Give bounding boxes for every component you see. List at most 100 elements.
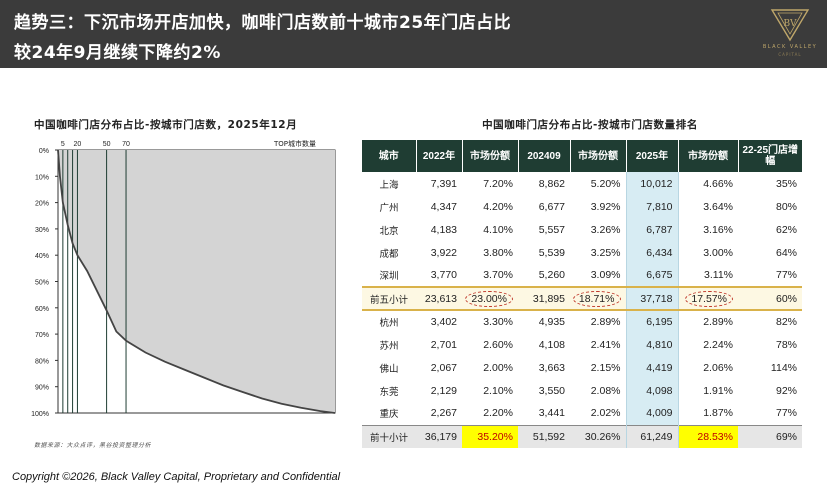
table-cell: 3,550 bbox=[538, 384, 565, 397]
table-header-row: 城市 2022年 市场份额 202409 市场份额 2025年 市场份额 22-… bbox=[362, 140, 802, 172]
table-cell: 5,260 bbox=[538, 269, 565, 281]
table-cell: 10,012 bbox=[625, 172, 679, 195]
table-row: 重庆 2,267 2.20% 3,441 2.02% 4,009 1.87% 77% bbox=[362, 402, 802, 425]
table-cell: 2.08% bbox=[590, 384, 621, 397]
table-cell: 3.11% bbox=[704, 269, 733, 281]
city-name-cell: 苏州 bbox=[379, 340, 399, 352]
city-name-cell: 上海 bbox=[379, 179, 399, 191]
x-tick-label: 50 bbox=[103, 141, 111, 148]
table-cell: 3.30% bbox=[483, 316, 513, 328]
col-header-share-202409: 市场份额 bbox=[570, 140, 627, 172]
table-cell: 82% bbox=[775, 316, 797, 328]
table-row: 杭州 3,402 3.30% 4,935 2.89% 6,195 2.89% 82% bbox=[362, 310, 802, 333]
logo-subtext: CAPITAL bbox=[778, 52, 802, 57]
table-row: 上海 7,391 7.20% 8,862 5.20% 10,012 4.66% 35% bbox=[362, 172, 802, 195]
table-cell: 8,862 bbox=[538, 177, 565, 190]
table-cell: 3,441 bbox=[538, 407, 565, 420]
y-tick-label: 30% bbox=[35, 227, 49, 234]
city-name-cell: 成都 bbox=[379, 248, 399, 260]
shaded-area bbox=[58, 150, 335, 413]
table-cell: 6,675 bbox=[625, 264, 679, 287]
table-cell: 1.87% bbox=[703, 407, 733, 420]
y-tick-label: 100% bbox=[31, 411, 49, 418]
col-header-share-2025: 市场份额 bbox=[678, 140, 739, 172]
table-cell: 4,098 bbox=[625, 379, 679, 402]
table-cell: 2.20% bbox=[483, 407, 513, 420]
table-cell: 92% bbox=[775, 384, 797, 397]
table-cell: 4,419 bbox=[625, 356, 679, 379]
table-cell: 7,810 bbox=[625, 195, 679, 218]
circled-share-value: 17.57% bbox=[685, 290, 733, 307]
table-cell: 2.60% bbox=[483, 338, 513, 351]
table-cell: 3.92% bbox=[590, 200, 621, 213]
table-cell: 18.71% bbox=[570, 286, 626, 311]
table-cell: 69% bbox=[738, 424, 802, 448]
table-cell: 2.15% bbox=[590, 361, 621, 374]
subtotal-top10-row: 前十小计 36,179 35.20% 51,592 30.26% 61,249 28.53%… bbox=[362, 424, 802, 448]
title-line-1: 趋势三：下沉市场开店加快，咖啡门店数前十城市25年门店占比 bbox=[14, 13, 512, 33]
table-cell: 28.53% bbox=[678, 424, 738, 448]
table-cell: 4.66% bbox=[703, 177, 733, 190]
table-cell: 2,267 bbox=[430, 407, 457, 420]
table-cell: 2.10% bbox=[483, 384, 513, 397]
table-cell: 1.91% bbox=[703, 384, 733, 397]
table-cell: 3.09% bbox=[590, 269, 621, 281]
circled-share-value: 23.00% bbox=[465, 290, 513, 307]
table-cell: 3.64% bbox=[703, 200, 733, 213]
table-row: 苏州 2,701 2.60% 4,108 2.41% 4,810 2.24% 78% bbox=[362, 333, 802, 356]
table-cell: 30.26% bbox=[570, 424, 626, 448]
table-cell: 4.20% bbox=[483, 200, 513, 213]
city-name-cell: 佛山 bbox=[379, 363, 399, 375]
table-cell: 3.70% bbox=[483, 269, 513, 281]
series-line bbox=[57, 149, 336, 414]
table-cell: 4,935 bbox=[538, 316, 565, 328]
table-cell: 4,009 bbox=[625, 402, 679, 425]
table-row: 广州 4,347 4.20% 6,677 3.92% 7,810 3.64% 80% bbox=[362, 195, 802, 218]
city-name-cell: 前五小计 bbox=[362, 286, 416, 311]
table-cell: 51,592 bbox=[518, 424, 570, 448]
table-cell: 35% bbox=[775, 177, 797, 190]
table-cell: 62% bbox=[775, 223, 797, 236]
table-cell: 7.20% bbox=[483, 177, 513, 190]
table-cell: 4.10% bbox=[483, 223, 513, 236]
table-cell: 78% bbox=[775, 338, 797, 351]
table-cell: 2,701 bbox=[430, 338, 457, 351]
table-cell: 35.20% bbox=[462, 424, 518, 448]
copyright-footer: Copyright ©2026, Black Valley Capital, P… bbox=[12, 471, 341, 483]
y-tick-label: 0% bbox=[39, 148, 49, 155]
table-cell: 80% bbox=[775, 200, 797, 213]
y-tick-label: 80% bbox=[35, 358, 49, 365]
distribution-chart: 0% 10% 20% 30% 40% 50% 60% 70% 80% 90% 100% 5 20 50 70… bbox=[31, 139, 336, 418]
y-tick-label: 70% bbox=[35, 332, 49, 339]
table-cell: 114% bbox=[770, 361, 797, 374]
table-cell: 2.02% bbox=[590, 407, 621, 420]
data-source-note: 数据来源：大众点评，黑谷投资整理分析 bbox=[34, 442, 152, 449]
table-cell: 37,718 bbox=[625, 286, 679, 311]
logo-mark: BV bbox=[783, 19, 797, 29]
x-tick-label: 20 bbox=[74, 141, 82, 148]
table-cell: 2.89% bbox=[590, 316, 621, 328]
y-tick-label: 90% bbox=[35, 385, 49, 392]
table-cell: 3.16% bbox=[703, 223, 733, 236]
col-header-202409: 202409 bbox=[518, 140, 571, 172]
y-tick-label: 40% bbox=[35, 253, 49, 260]
table-cell: 6,195 bbox=[625, 310, 679, 333]
table-cell: 3.25% bbox=[590, 246, 621, 259]
city-name-cell: 杭州 bbox=[379, 318, 399, 329]
table-cell: 3,663 bbox=[538, 361, 565, 374]
city-name-cell: 深圳 bbox=[379, 271, 399, 282]
city-name-cell: 前十小计 bbox=[362, 424, 416, 448]
table-cell: 3,770 bbox=[430, 269, 457, 281]
table-cell: 77% bbox=[775, 407, 797, 420]
table-cell: 2.00% bbox=[483, 361, 513, 374]
table-cell: 7,391 bbox=[430, 177, 457, 190]
col-header-city: 城市 bbox=[362, 140, 417, 172]
table-cell: 77% bbox=[775, 269, 797, 281]
col-header-2022: 2022年 bbox=[416, 140, 463, 172]
table-title: 中国咖啡门店分布占比-按城市门店数量排名 bbox=[482, 119, 698, 131]
title-line-2: 较24年9月继续下降约2% bbox=[14, 43, 221, 63]
left-chart-title: 中国咖啡门店分布占比-按城市门店数，2025年12月 bbox=[34, 119, 298, 131]
table-cell: 23,613 bbox=[416, 286, 462, 311]
table-cell: 23.00% bbox=[462, 286, 518, 311]
table-row: 成都 3,922 3.80% 5,539 3.25% 6,434 3.00% 64% bbox=[362, 241, 802, 264]
